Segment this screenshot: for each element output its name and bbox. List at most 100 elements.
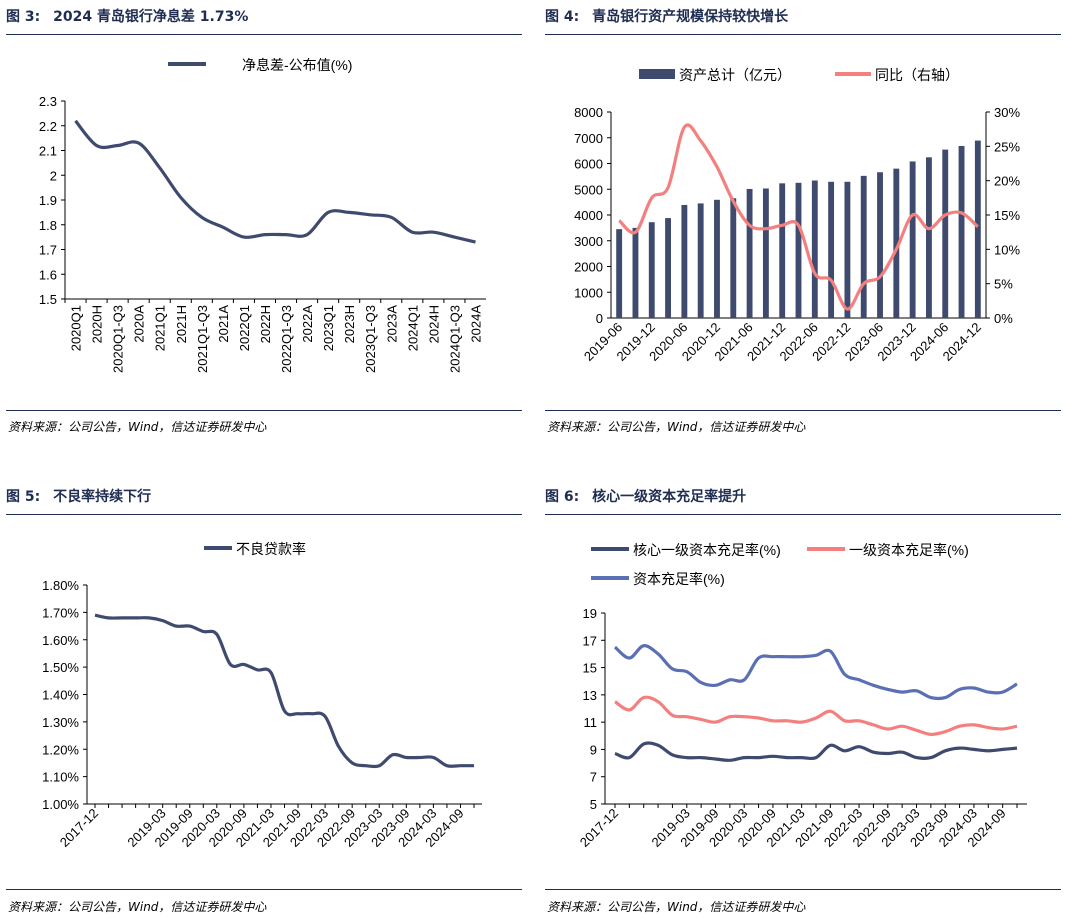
figure-label: 图 6: [545,489,580,505]
bar-assets [958,145,965,318]
x-tick-label: 2023Q1 [321,305,336,351]
assets-bar-line-chart: 8000 7000 6000 5000 4000 3000 2000 1000 0 30% 25% 2… [574,67,1020,364]
y-tick-label: 1.70% [42,605,79,620]
bar-assets [697,203,704,318]
y-left-tick-label: 5000 [574,182,603,197]
x-tick-label: 2020A [132,305,147,343]
legend-label-total-capital: 资本充足率(%) [633,571,725,587]
x-tick-label: 2020Q1-Q3 [111,305,126,373]
source-note: 资料来源：公司公告，Wind，信达证券研发中心 [547,420,806,434]
x-tick-label: 2021Q1 [153,305,168,351]
y-tick-label: 15 [583,661,597,676]
x-tick-label: 2020Q1 [69,305,84,351]
source-note: 资料来源：公司公告，Wind，信达证券研发中心 [8,420,267,434]
bar-assets [795,182,802,318]
y-right-tick-label: 0% [994,311,1013,326]
y-tick-label: 7 [590,770,597,785]
source-rule [545,889,1061,890]
series-line-tier1 [614,695,1018,737]
bar-assets [730,198,737,318]
y-tick-label: 1.5 [39,292,57,307]
y-left-tick-label: 7000 [574,131,603,146]
x-tick-label: 2024H [426,305,441,343]
bar-assets [828,181,835,318]
bar-assets [942,149,949,318]
figure-caption: 青岛银行资产规模保持较快增长 [592,9,789,25]
x-tick-label: 2023H [342,305,357,343]
y-right-tick-label: 5% [994,277,1013,292]
source-rule [6,889,522,890]
y-tick-label: 1.30% [42,715,79,730]
legend-label: 不良贷款率 [236,541,306,557]
x-tick-label: 2020H [90,305,105,343]
y-right-tick-label: 25% [994,139,1020,154]
bar-assets [877,172,883,318]
y-left-tick-label: 1000 [574,285,603,300]
y-left-tick-label: 2000 [574,260,603,275]
title-rule [545,514,1061,515]
bar-assets [616,229,623,318]
x-tick-label: 2023A [384,305,399,343]
bar-assets [909,161,916,318]
bar-assets [681,204,688,318]
series-line-total-capital [613,644,1018,701]
y-left-tick-label: 3000 [574,234,603,249]
y-tick-label: 1.7 [39,243,57,258]
x-tick-label: 2017-12 [577,806,621,850]
x-tick-label: 2017-12 [57,806,101,850]
legend-label: 净息差-公布值(%) [242,57,352,73]
y-tick-label: 17 [583,633,597,648]
y-tick-label: 9 [590,742,597,757]
series-line-nim [74,119,476,244]
figure-caption: 不良率持续下行 [53,489,152,505]
bar-assets [714,199,720,318]
figure-label: 图 5: [6,489,41,505]
legend-label-assets: 资产总计（亿元） [679,67,791,83]
legend-label-tier1: 一级资本充足率(%) [849,542,969,558]
y-tick-label: 13 [583,688,597,703]
y-tick-label: 1.8 [39,218,57,233]
figure-label: 图 4: [545,9,580,25]
figure-caption: 2024 青岛银行净息差 1.73% [53,9,249,25]
y-tick-label: 2.3 [39,94,57,109]
nim-line-chart: 2.3 2.2 2.1 2 1.9 1.8 1.7 1.6 1.5 2020Q1 2020H 2020… [39,57,486,373]
bar-assets [974,140,981,318]
y-left-tick-label: 8000 [574,105,603,120]
bar-assets [926,157,932,318]
y-tick-label: 1.40% [42,688,79,703]
bar-assets [665,218,671,318]
figure-title: 图 4: 青岛银行资产规模保持较快增长 [545,6,788,26]
y-tick-label: 2.2 [39,119,57,134]
x-tick-label: 2024Q1-Q3 [447,305,462,373]
y-tick-label: 1.6 [39,267,57,282]
bar-assets [746,188,753,318]
title-rule [545,34,1061,35]
y-tick-label: 2.1 [39,144,57,159]
x-tick-label: 2023Q1-Q3 [363,305,378,373]
y-tick-label: 1.00% [42,797,79,812]
x-tick-label: 2021Q1-Q3 [195,305,210,373]
bar-assets [648,222,655,318]
legend-label-core-tier1: 核心一级资本充足率(%) [633,542,781,558]
y-tick-label: 1.60% [42,633,79,648]
series-line-npl [94,613,474,769]
bar-assets [779,183,786,318]
y-left-tick-label: 6000 [574,157,603,172]
figure-title: 图 5: 不良率持续下行 [6,486,151,506]
title-rule [6,514,522,515]
y-tick-label: 1.20% [42,742,79,757]
x-tick-label: 2022H [258,305,273,343]
x-tick-label: 2022Q1-Q3 [279,305,294,373]
x-tick-label: 2021H [174,305,189,343]
bar-assets [811,180,818,318]
y-tick-label: 1.50% [42,660,79,675]
figure-title: 图 3: 2024 青岛银行净息差 1.73% [6,6,248,26]
y-tick-label: 1.80% [42,578,79,593]
y-left-tick-label: 4000 [574,208,603,223]
x-tick-label: 2022A [300,305,315,343]
bar-assets [632,227,639,318]
y-tick-label: 11 [584,715,598,730]
y-tick-label: 2 [50,168,57,183]
x-tick-label: 2024A [468,305,483,343]
